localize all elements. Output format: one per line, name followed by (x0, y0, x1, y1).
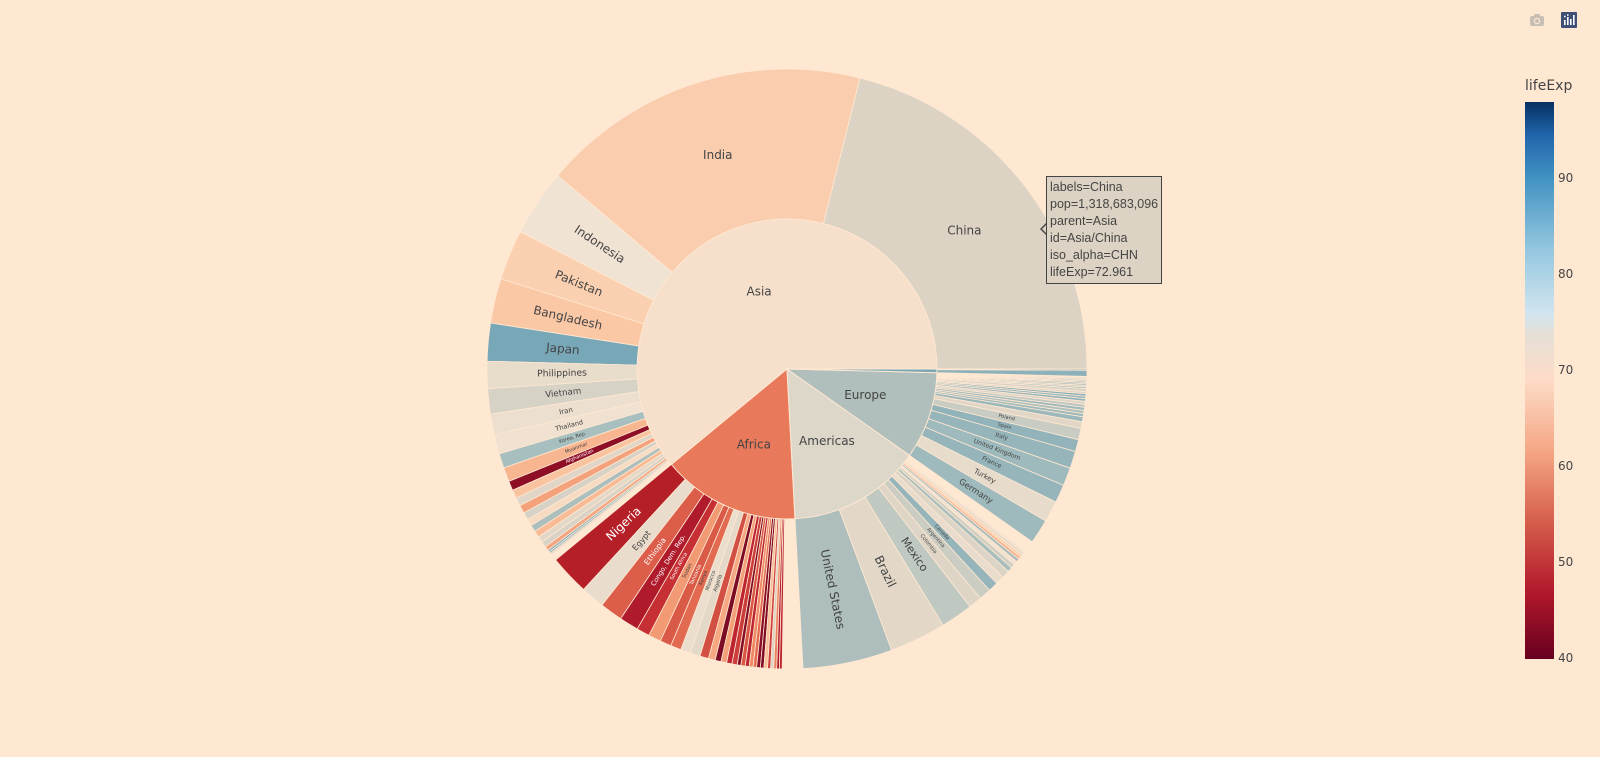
sector-india[interactable] (556, 68, 861, 273)
sector-label-china: China (947, 224, 981, 238)
tooltip-line-iso: iso_alpha=CHN (1050, 248, 1138, 262)
sector-label-kenya: Kenya (698, 570, 709, 586)
plotly-logo-button[interactable] (1560, 12, 1578, 28)
hover-tooltip: labels=China pop=1,318,683,096 parent=As… (1046, 176, 1163, 284)
sector-somalia[interactable] (778, 518, 785, 670)
colorbar-tick-70: 70 (1558, 362, 1574, 377)
tooltip-line-pop: pop=1,318,683,096 (1050, 197, 1159, 211)
sector-label-africa: Africa (737, 438, 771, 452)
tooltip-line-lifeexp: lifeExp=72.961 (1050, 265, 1134, 279)
sector-label-india: India (703, 148, 732, 162)
download-plot-button[interactable] (1528, 12, 1546, 28)
colorbar-tick-50: 50 (1558, 554, 1574, 569)
colorbar-tick-80: 80 (1558, 266, 1574, 281)
plotly-logo-icon (1561, 12, 1577, 28)
colorbar-tick-40: 40 (1558, 651, 1574, 665)
colorbar (1525, 102, 1554, 659)
colorbar-tick-60: 60 (1558, 458, 1574, 473)
sector-new-zealand[interactable] (936, 368, 1088, 371)
sector-label-asia: Asia (747, 284, 772, 298)
sector-label-philippines: Philippines (537, 367, 587, 379)
sector-label-algeria: Algeria (713, 574, 724, 593)
sector-label-japan: Japan (545, 340, 581, 357)
colorbar-tick-90: 90 (1558, 170, 1574, 185)
sector-label-spain: Spain (997, 422, 1012, 431)
sector-label-poland: Poland (998, 413, 1016, 422)
sector-label-italy: Italy (994, 432, 1009, 442)
tooltip-line-id: id=Asia/China (1050, 231, 1128, 245)
tooltip-line-parent: parent=Asia (1050, 214, 1118, 228)
sector-label-americas: Americas (799, 434, 855, 448)
sector-jordan[interactable] (549, 460, 670, 556)
sector-label-iran: Iran (558, 405, 573, 416)
tooltip-pointer-fill (1042, 223, 1048, 235)
sector-label-vietnam: Vietnam (545, 386, 582, 400)
sector-label-europe: Europe (844, 388, 886, 402)
tooltip-line-labels: labels=China (1050, 180, 1123, 194)
camera-icon (1530, 14, 1544, 26)
modebar (1528, 12, 1578, 28)
sector-honduras[interactable] (904, 459, 1027, 554)
colorbar-title: lifeExp (1525, 78, 1573, 94)
